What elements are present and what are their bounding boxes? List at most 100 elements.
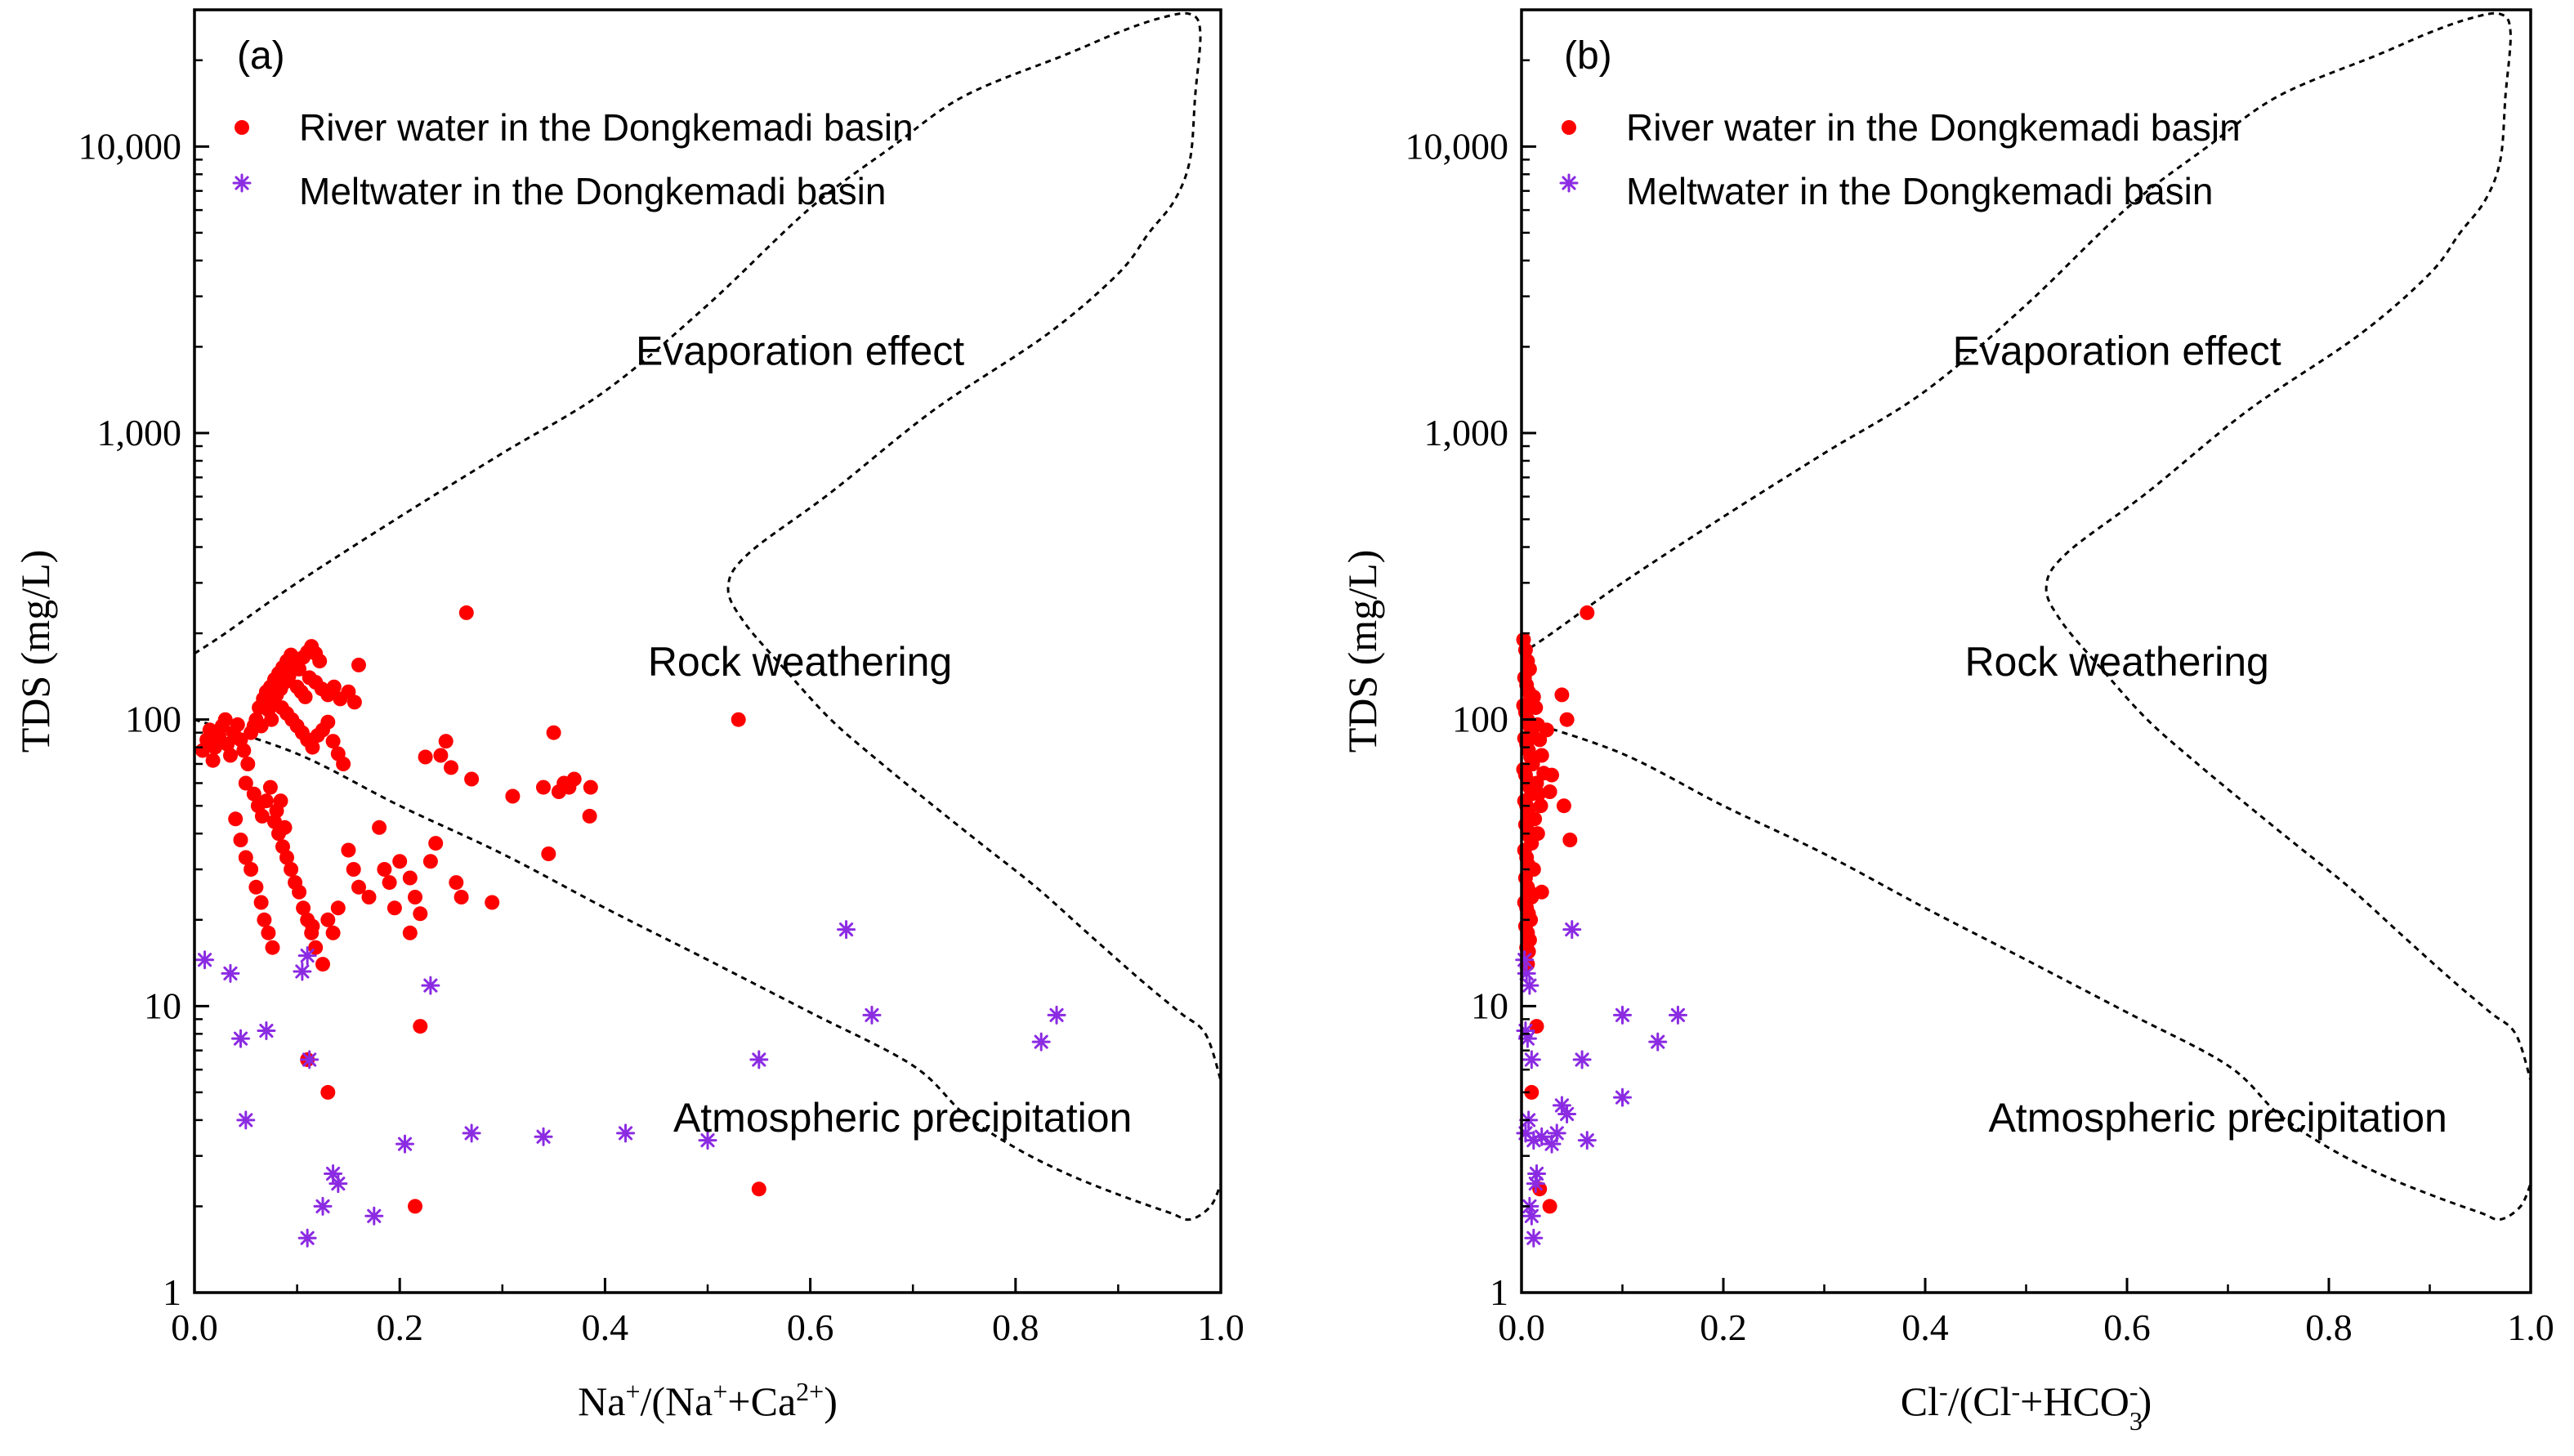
x-tick-label: 0.6 [787,1306,834,1348]
river-water-point [444,760,458,775]
river-water-point [254,808,270,824]
upper-boundary-line-b [1521,11,2532,1081]
river-water-point [1526,862,1541,877]
x-axis-title-part: - [2011,1377,2020,1406]
meltwater-point [462,1123,481,1143]
legend-label-river-b: River water in the Dongkemadi basin [1626,106,2241,149]
river-water-point [1542,784,1557,799]
meltwater-point [1532,1127,1552,1146]
river-water-point [372,820,387,835]
river-water-point [1544,767,1559,783]
x-axis-title-part: +HCO [2020,1378,2129,1424]
meltwater-point [297,1228,317,1248]
meltwater-point [421,976,440,995]
legend-marker-meltwater-a [232,173,252,193]
region-label-precipitation-a: Atmospheric precipitation [673,1095,1132,1141]
meltwater-point [293,962,312,981]
x-tick-label: 0.8 [992,1306,1039,1348]
river-water-point [1580,605,1595,620]
meltwater-point [257,1021,276,1041]
meltwater-point [1562,920,1582,940]
river-water-point [438,734,454,749]
river-water-point [305,739,320,755]
panel-label-a: (a) [237,34,285,78]
meltwater-point [1520,976,1539,995]
legend-marker-river-b [1562,120,1576,135]
meltwater-point [1524,1228,1544,1248]
river-water-point [285,661,301,677]
river-water-point [223,748,238,763]
river-water-point [326,679,342,695]
river-water-point [1556,798,1571,814]
y-axis-title-a: TDS (mg/L) [12,550,58,753]
river-water-point [1531,786,1546,802]
river-water-point [220,736,235,752]
meltwater-point [1031,1032,1051,1052]
region-label-rock-weathering-b: Rock weathering [1964,639,2268,685]
region-label-evaporation-a: Evaporation effect [636,328,964,373]
boundary-lines-a [194,11,1222,1222]
river-water-point [428,836,444,851]
river-water-point [325,734,341,749]
river-water-point [279,706,294,721]
river-water-point [238,775,253,791]
river-water-point [253,895,269,910]
river-water-point [458,605,474,620]
y-tick-label: 100 [125,699,181,740]
meltwater-point [1522,1206,1541,1226]
meltwater-point [1613,1005,1632,1025]
river-water-point [238,850,253,865]
x-tick-label: 1.0 [1197,1306,1245,1348]
meltwater-point [749,1050,769,1070]
x-tick-label: 0.0 [171,1306,218,1348]
river-water-point [583,779,598,795]
data-points-b [1515,605,1687,1248]
y-tick-label: 1 [163,1271,181,1313]
river-water-point [413,906,428,922]
x-axis-title-part: /(Cl [1948,1378,2012,1424]
river-water-point [464,771,480,787]
meltwater-point [300,1050,320,1070]
river-water-point [257,912,272,927]
x-axis-title-part: ) [2138,1378,2152,1424]
river-water-point [305,918,320,934]
river-water-point [1524,1084,1539,1100]
river-water-point [351,879,366,895]
x-tick-label: 0.8 [2305,1306,2353,1348]
river-water-point [1562,833,1578,847]
river-water-point [240,757,256,771]
meltwater-point [698,1131,717,1150]
y-axis-title-b: TDS (mg/L) [1339,550,1385,753]
river-water-point [253,718,269,734]
river-water-point [1559,712,1575,727]
y-tick-label: 100 [1452,699,1508,740]
meltwater-point [1547,1123,1566,1143]
river-water-point [312,654,328,669]
meltwater-point [1526,1174,1545,1194]
river-water-point [230,717,245,732]
river-water-point [320,912,336,927]
river-water-point [1534,884,1549,900]
y-tick-label: 10,000 [1405,125,1509,167]
x-tick-label: 0.4 [582,1306,629,1348]
meltwater-point [616,1123,636,1143]
y-tick-label: 10 [144,985,181,1026]
meltwater-point [862,1005,882,1025]
meltwater-point [395,1134,414,1154]
river-water-point [387,900,402,916]
x-tick-label: 0.4 [1901,1306,1949,1348]
x-axis-title-part: - [1939,1377,1948,1406]
data-points-a [195,605,1066,1248]
river-water-point [1539,722,1554,738]
river-water-point [418,749,433,765]
meltwater-point [1577,1131,1597,1150]
meltwater-point [534,1127,553,1146]
x-axis-title-part: /(Na [641,1378,713,1424]
river-water-point [228,811,244,827]
river-water-point [320,714,336,730]
river-water-point [1530,826,1545,842]
river-water-point [217,712,233,727]
